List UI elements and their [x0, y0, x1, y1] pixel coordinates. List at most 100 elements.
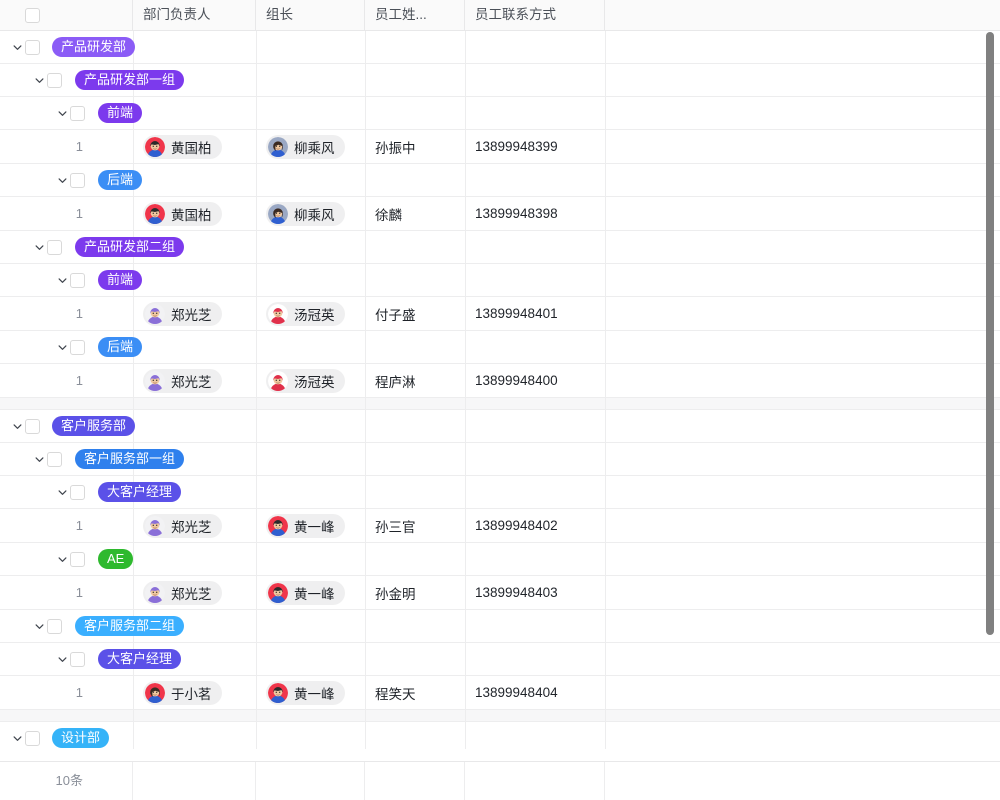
tree-group-row[interactable]: 客户服务部二组 [0, 610, 1000, 643]
chevron-down-icon[interactable] [32, 610, 46, 642]
cell-employee-name[interactable]: 孙三官 [365, 509, 465, 542]
cell-leader[interactable]: 柳乘风 [256, 130, 365, 163]
row-checkbox[interactable] [70, 173, 85, 188]
column-header-leader[interactable]: 组长 [256, 0, 365, 30]
group-tag-chip[interactable]: 客户服务部一组 [75, 449, 185, 469]
column-header-tree[interactable] [0, 0, 133, 30]
cell-leader[interactable]: 柳乘风 [256, 197, 365, 230]
person-tag[interactable]: 汤冠英 [266, 301, 345, 326]
chevron-down-icon[interactable] [10, 722, 24, 749]
group-tag-chip[interactable]: 后端 [98, 337, 143, 357]
person-tag[interactable]: 柳乘风 [266, 134, 345, 159]
person-tag[interactable]: 郑光芝 [143, 301, 222, 326]
column-header-emp_name[interactable]: 员工姓... [365, 0, 465, 30]
cell-employee-name[interactable]: 程庐淋 [365, 364, 465, 397]
group-tag-chip[interactable]: 大客户经理 [98, 482, 182, 502]
group-tag-chip[interactable]: 前端 [98, 103, 143, 123]
cell-dept-owner[interactable]: 于小茗 [133, 676, 256, 709]
person-tag[interactable]: 柳乘风 [266, 201, 345, 226]
cell-employee-contact[interactable]: 13899948400 [465, 364, 605, 397]
cell-employee-name[interactable]: 徐麟 [365, 197, 465, 230]
group-tag-chip[interactable]: 客户服务部 [52, 416, 136, 436]
person-tag[interactable]: 郑光芝 [143, 368, 222, 393]
tree-group-row[interactable]: 后端 [0, 164, 1000, 197]
person-tag[interactable]: 黄国柏 [143, 201, 222, 226]
chevron-down-icon[interactable] [55, 264, 69, 296]
group-tag-chip[interactable]: 设计部 [52, 728, 110, 748]
group-tag-chip[interactable]: 大客户经理 [98, 649, 182, 669]
row-checkbox[interactable] [47, 619, 62, 634]
chevron-down-icon[interactable] [32, 64, 46, 96]
row-checkbox[interactable] [25, 731, 40, 746]
chevron-down-icon[interactable] [55, 164, 69, 196]
group-tag-chip[interactable]: AE [98, 549, 134, 569]
row-checkbox[interactable] [25, 419, 40, 434]
cell-employee-name[interactable]: 孙金明 [365, 576, 465, 609]
person-tag[interactable]: 黄一峰 [266, 580, 345, 605]
cell-employee-contact[interactable]: 13899948403 [465, 576, 605, 609]
vertical-scrollbar[interactable] [986, 32, 994, 635]
table-row[interactable]: 1 郑光芝 黄一峰 孙金明 13899948403 [0, 576, 1000, 610]
person-tag[interactable]: 汤冠英 [266, 368, 345, 393]
tree-group-row[interactable]: AE [0, 543, 1000, 576]
group-tag-chip[interactable]: 产品研发部 [52, 37, 136, 57]
tree-group-row[interactable]: 前端 [0, 264, 1000, 297]
group-tag-chip[interactable]: 前端 [98, 270, 143, 290]
cell-dept-owner[interactable]: 郑光芝 [133, 364, 256, 397]
group-tag-chip[interactable]: 产品研发部一组 [75, 70, 185, 90]
tree-group-row[interactable]: 大客户经理 [0, 476, 1000, 509]
chevron-down-icon[interactable] [55, 97, 69, 129]
tree-group-row[interactable]: 客户服务部一组 [0, 443, 1000, 476]
row-checkbox[interactable] [47, 73, 62, 88]
tree-group-row[interactable]: 大客户经理 [0, 643, 1000, 676]
column-header-emp_contact[interactable]: 员工联系方式 [465, 0, 605, 30]
cell-employee-contact[interactable]: 13899948399 [465, 130, 605, 163]
chevron-down-icon[interactable] [55, 331, 69, 363]
row-checkbox[interactable] [25, 40, 40, 55]
cell-dept-owner[interactable]: 郑光芝 [133, 509, 256, 542]
row-checkbox[interactable] [70, 340, 85, 355]
table-row[interactable]: 1 于小茗 黄一峰 程笑天 13899948404 [0, 676, 1000, 710]
row-checkbox[interactable] [70, 273, 85, 288]
chevron-down-icon[interactable] [55, 476, 69, 508]
chevron-down-icon[interactable] [55, 643, 69, 675]
table-row[interactable]: 1 黄国柏 柳乘风 徐麟 13899948398 [0, 197, 1000, 231]
table-row[interactable]: 1 黄国柏 柳乘风 孙振中 13899948399 [0, 130, 1000, 164]
table-row[interactable]: 1 郑光芝 汤冠英 付子盛 13899948401 [0, 297, 1000, 331]
column-header-dept_owner[interactable]: 部门负责人 [133, 0, 256, 30]
tree-group-row[interactable]: 后端 [0, 331, 1000, 364]
table-row[interactable]: 1 郑光芝 黄一峰 孙三官 13899948402 [0, 509, 1000, 543]
cell-dept-owner[interactable]: 黄国柏 [133, 130, 256, 163]
cell-employee-contact[interactable]: 13899948404 [465, 676, 605, 709]
tree-group-row[interactable]: 产品研发部一组 [0, 64, 1000, 97]
cell-leader[interactable]: 汤冠英 [256, 364, 365, 397]
chevron-down-icon[interactable] [32, 231, 46, 263]
cell-leader[interactable]: 汤冠英 [256, 297, 365, 330]
row-checkbox[interactable] [70, 652, 85, 667]
row-checkbox[interactable] [70, 106, 85, 121]
chevron-down-icon[interactable] [32, 443, 46, 475]
tree-group-row[interactable]: 产品研发部 [0, 31, 1000, 64]
tree-group-row[interactable]: 设计部 [0, 722, 1000, 749]
cell-employee-contact[interactable]: 13899948401 [465, 297, 605, 330]
tree-group-row[interactable]: 产品研发部二组 [0, 231, 1000, 264]
person-tag[interactable]: 黄一峰 [266, 680, 345, 705]
cell-dept-owner[interactable]: 郑光芝 [133, 576, 256, 609]
table-row[interactable]: 1 郑光芝 汤冠英 程庐淋 13899948400 [0, 364, 1000, 398]
cell-dept-owner[interactable]: 郑光芝 [133, 297, 256, 330]
cell-dept-owner[interactable]: 黄国柏 [133, 197, 256, 230]
cell-employee-name[interactable]: 孙振中 [365, 130, 465, 163]
person-tag[interactable]: 于小茗 [143, 680, 222, 705]
person-tag[interactable]: 郑光芝 [143, 513, 222, 538]
chevron-down-icon[interactable] [10, 31, 24, 63]
cell-leader[interactable]: 黄一峰 [256, 676, 365, 709]
tree-group-row[interactable]: 客户服务部 [0, 410, 1000, 443]
group-tag-chip[interactable]: 后端 [98, 170, 143, 190]
row-checkbox[interactable] [47, 452, 62, 467]
cell-employee-contact[interactable]: 13899948398 [465, 197, 605, 230]
table-body[interactable]: 产品研发部 产品研发部一组 前端 1 黄国柏 柳乘风 孙振中 13899948399 后端 1 黄国… [0, 31, 1000, 749]
cell-employee-contact[interactable]: 13899948402 [465, 509, 605, 542]
cell-leader[interactable]: 黄一峰 [256, 509, 365, 542]
row-checkbox[interactable] [70, 485, 85, 500]
chevron-down-icon[interactable] [55, 543, 69, 575]
